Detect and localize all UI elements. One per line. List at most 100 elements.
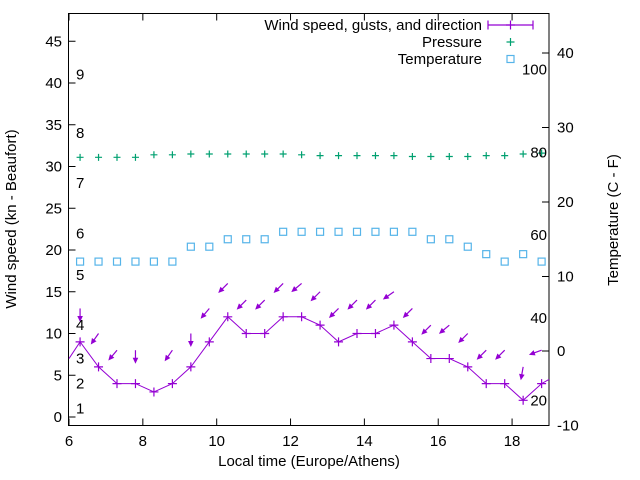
y-axis-tick-label: 35 [45, 117, 62, 134]
beaufort-scale-label: 6 [76, 225, 84, 242]
y2-axis-tick-label: -10 [557, 418, 579, 435]
temperature-point [149, 257, 159, 266]
legend-label-pressure: Pressure [422, 34, 482, 51]
pressure-point [482, 152, 490, 160]
temperature-point [389, 227, 399, 236]
pressure-point [464, 152, 472, 160]
wind-speed-point [112, 379, 122, 389]
temperature-point [260, 235, 269, 244]
x-axis-tick-label: 14 [356, 433, 373, 450]
y2-axis-title: Temperature (C - F) [605, 154, 622, 286]
pressure-point [427, 152, 435, 160]
wind-speed-point [223, 312, 233, 322]
beaufort-scale-label: 1 [76, 401, 84, 418]
x-axis-tick-label: 8 [139, 433, 147, 450]
beaufort-scale-label: 2 [76, 376, 84, 393]
gust-arrow [218, 282, 229, 293]
temperature-point [242, 235, 251, 244]
legend-sample-errorbar-plus [506, 20, 515, 30]
wind-speed-line [68, 316, 550, 401]
y2-axis-tick-label: 0 [557, 343, 565, 360]
beaufort-scale-label: 3 [76, 351, 84, 368]
wind-speed-point [334, 337, 344, 347]
wind-speed-point [352, 329, 362, 338]
wind-speed-point [278, 312, 288, 322]
gust-arrow [291, 282, 303, 293]
x-axis-tick-label: 16 [430, 433, 447, 450]
wind-speed-point [186, 362, 196, 372]
x-axis-tick-label: 18 [504, 433, 521, 450]
pressure-point [445, 152, 453, 160]
temperature-point [408, 227, 417, 236]
pressure-point [187, 150, 195, 158]
pressure-point [113, 153, 121, 161]
pressure-point [538, 149, 546, 157]
temperature-point [482, 250, 491, 259]
y-axis-tick-label: 10 [45, 326, 62, 343]
pressure-point [501, 152, 509, 160]
legend-label-wind: Wind speed, gusts, and direction [264, 17, 482, 34]
gust-arrow [273, 282, 284, 293]
pressure-point [316, 152, 324, 160]
pressure-point [261, 150, 269, 158]
fahrenheit-scale-label: 20 [530, 393, 547, 410]
temperature-point [463, 242, 472, 251]
y2-axis-tick-label: 10 [557, 269, 574, 286]
temperature-point [519, 250, 528, 259]
gust-arrow [365, 299, 376, 310]
beaufort-scale-label: 7 [76, 175, 84, 192]
temperature-point [168, 257, 177, 266]
y-axis-title: Wind speed (kn - Beaufort) [3, 129, 20, 308]
plot-border [68, 13, 550, 426]
temperature-point [371, 227, 380, 236]
wind-speed-point [481, 379, 491, 389]
y2-axis-tick-label: 20 [557, 194, 574, 211]
pressure-point [131, 153, 139, 161]
gust-arrow [438, 324, 450, 334]
wind-speed-point [167, 379, 177, 389]
fahrenheit-scale-label: 40 [530, 310, 547, 327]
pressure-point [205, 150, 213, 158]
y-axis-tick-label: 40 [45, 75, 62, 92]
temperature-point [75, 257, 85, 266]
pressure-point [224, 150, 232, 158]
gust-arrow [132, 350, 139, 364]
temperature-point [297, 227, 306, 236]
temperature-point [94, 257, 103, 266]
gust-arrow [519, 366, 525, 381]
pressure-point [335, 152, 343, 160]
temperature-point [131, 257, 140, 266]
gust-arrow [476, 349, 487, 360]
x-axis-tick-label: 12 [282, 433, 299, 450]
gust-arrow [188, 333, 194, 347]
pressure-point [371, 152, 379, 160]
x-axis-title: Local time (Europe/Athens) [218, 453, 400, 470]
temperature-point [112, 257, 122, 266]
wind-speed-point [500, 379, 510, 389]
wind-speed-point [241, 329, 251, 338]
gust-arrow [528, 349, 542, 356]
temperature-point [352, 227, 362, 236]
legend-sample-plus [506, 38, 515, 46]
temperature-point [186, 242, 195, 251]
pressure-point [76, 153, 84, 161]
y2-axis-tick-label: 40 [557, 45, 574, 62]
y-axis-tick-label: 25 [45, 200, 62, 217]
wind-speed-point [444, 354, 454, 364]
gust-arrow [164, 349, 173, 362]
gust-arrow [90, 333, 100, 345]
gust-arrow [328, 308, 339, 318]
gust-arrow [347, 299, 358, 310]
y-axis-tick-label: 5 [54, 367, 62, 384]
pressure-point [279, 150, 287, 158]
temperature-point [205, 242, 214, 251]
temperature-point [279, 227, 288, 236]
beaufort-scale-label: 8 [76, 125, 84, 142]
y-axis-tick-label: 20 [45, 242, 62, 259]
pressure-point [150, 151, 158, 159]
temperature-point [445, 235, 454, 244]
y-axis-tick-label: 15 [45, 284, 62, 301]
temperature-point [500, 257, 509, 266]
y-axis-tick-label: 0 [54, 409, 62, 426]
